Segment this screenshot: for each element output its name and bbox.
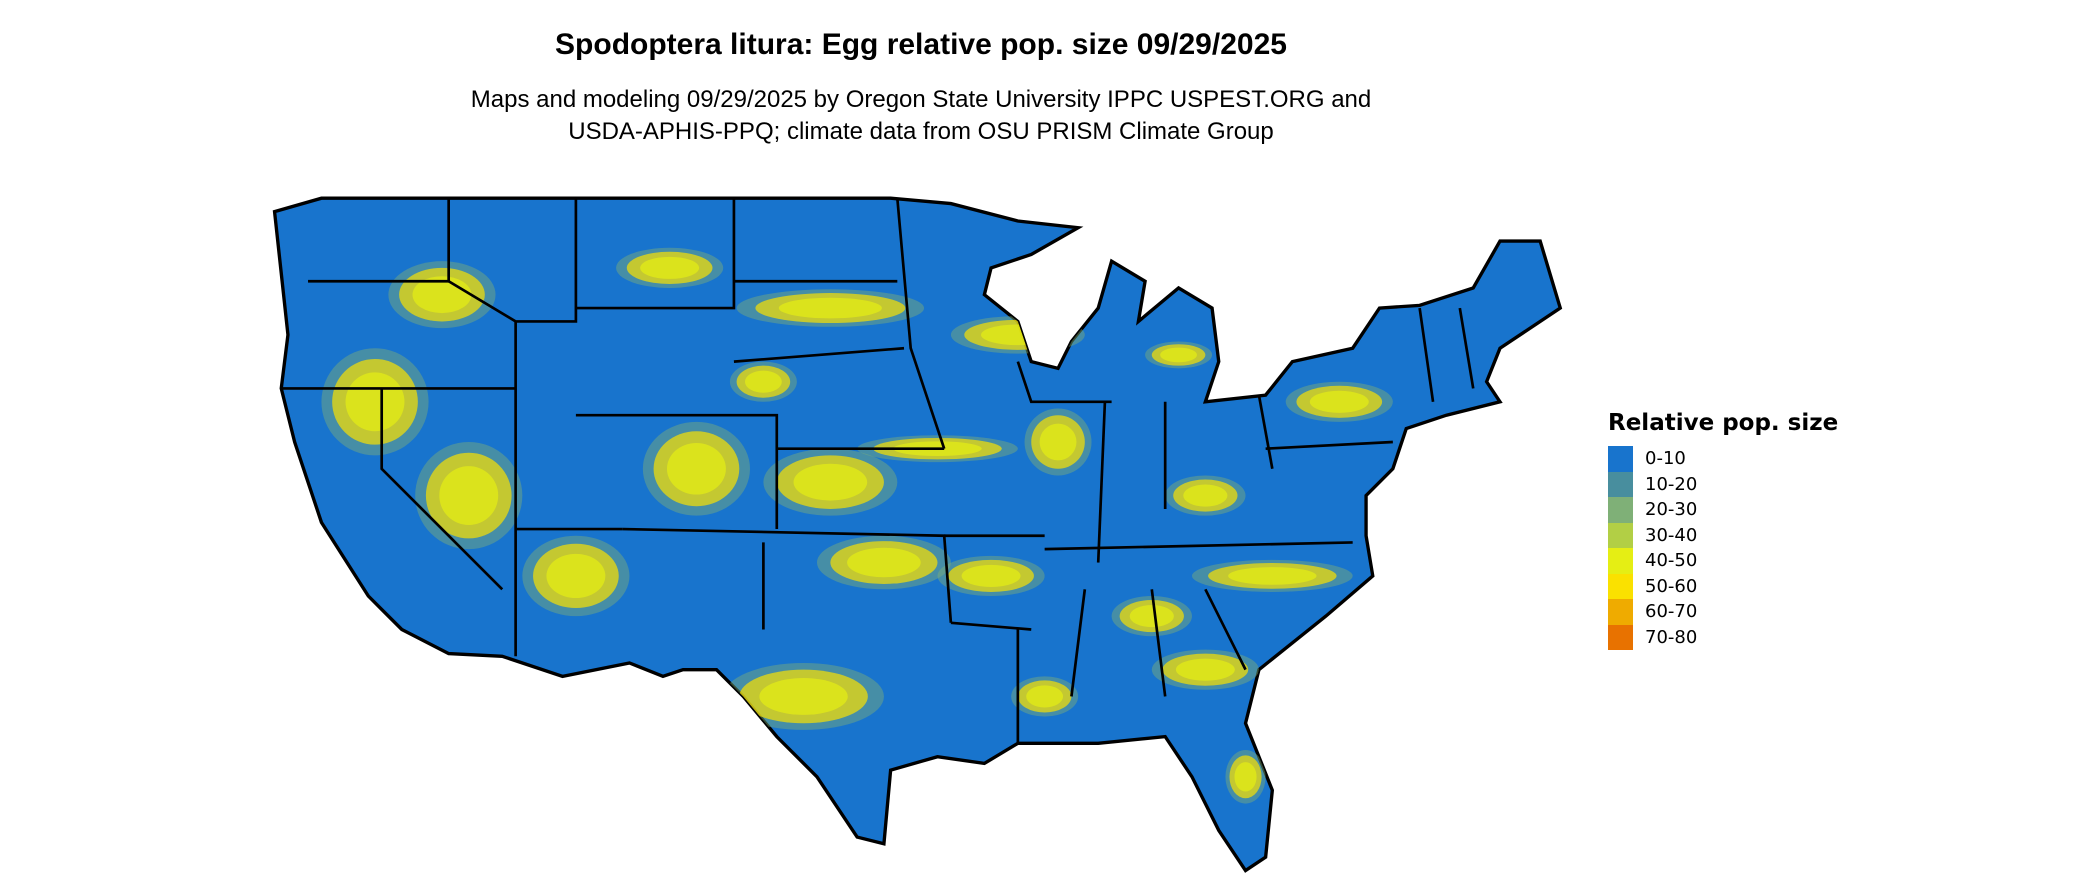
hotspot	[640, 256, 700, 279]
state-border	[575, 198, 736, 310]
hotspot	[961, 564, 1021, 587]
map-title: Spodoptera litura: Egg relative pop. siz…	[555, 28, 1287, 61]
hotspot	[1309, 390, 1369, 413]
state-border	[1016, 361, 1112, 404]
map-subtitle-line-2: USDA-APHIS-PPQ; climate data from OSU PR…	[568, 118, 1274, 145]
hotspot-layer	[321, 247, 1393, 804]
legend-entry: 60-70	[1608, 599, 1838, 625]
legend-swatch	[1608, 446, 1633, 472]
legend-swatch	[1608, 522, 1633, 548]
legend-entry: 0-10	[1608, 446, 1838, 472]
state-border	[895, 198, 946, 450]
hotspot	[793, 463, 868, 501]
legend-label: 10-20	[1645, 473, 1698, 495]
hotspot	[1039, 423, 1077, 461]
legend-entry: 10-20	[1608, 471, 1838, 497]
state-border	[380, 388, 504, 591]
state-border	[1096, 401, 1107, 563]
state-borders	[281, 198, 1475, 744]
legend-swatch	[1608, 624, 1633, 650]
hotspot	[778, 297, 882, 319]
legend-entry: 40-50	[1608, 548, 1838, 574]
legend-swatch	[1608, 599, 1633, 625]
state-border	[1044, 541, 1353, 551]
hotspot	[1228, 567, 1317, 585]
state-border	[733, 346, 905, 363]
legend-entry: 70-80	[1608, 624, 1838, 650]
state-border	[1257, 394, 1274, 470]
legend-swatch	[1608, 471, 1633, 497]
hotspot	[546, 553, 606, 599]
state-border	[1150, 589, 1167, 697]
state-border	[1265, 440, 1393, 451]
hotspot	[759, 678, 848, 715]
hotspot	[345, 372, 405, 432]
state-border	[950, 621, 1032, 631]
hotspot	[1026, 685, 1064, 708]
hotspot	[1129, 605, 1174, 628]
legend-title: Relative pop. size	[1608, 410, 1839, 436]
hotspot	[744, 370, 782, 393]
legend: Relative pop. size 0-10 10-20 20-30 30-40 40…	[1608, 410, 1838, 650]
map-subtitle-line-1: Maps and modeling 09/29/2025 by Oregon S…	[470, 86, 1372, 113]
legend-label: 20-30	[1645, 499, 1698, 521]
legend-swatch	[1608, 497, 1633, 523]
state-border	[447, 198, 578, 323]
hotspot	[666, 442, 726, 495]
hotspot	[439, 466, 499, 526]
state-border	[1204, 588, 1247, 671]
legend-entry: 50-60	[1608, 573, 1838, 599]
legend-label: 40-50	[1645, 550, 1698, 572]
legend-entry: 30-40	[1608, 522, 1838, 548]
hotspot	[1175, 658, 1235, 681]
state-border	[575, 413, 779, 530]
legend-label: 60-70	[1645, 601, 1698, 623]
hotspot	[1183, 484, 1228, 507]
state-border	[1458, 307, 1475, 389]
legend-entry: 20-30	[1608, 497, 1838, 523]
state-border	[1418, 307, 1435, 402]
hotspot	[1160, 347, 1197, 363]
state-border	[1070, 589, 1087, 697]
hotspot	[847, 547, 921, 578]
legend-swatch	[1608, 548, 1633, 574]
hotspot	[1234, 762, 1257, 792]
legend-label: 70-80	[1645, 626, 1698, 648]
legend-label: 0-10	[1645, 448, 1686, 470]
legend-label: 30-40	[1645, 524, 1698, 546]
hotspot	[981, 324, 1055, 346]
legend-swatch	[1608, 573, 1633, 599]
legend-label: 50-60	[1645, 575, 1698, 597]
